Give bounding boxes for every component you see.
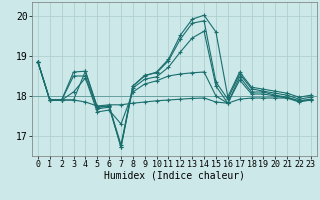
X-axis label: Humidex (Indice chaleur): Humidex (Indice chaleur)	[104, 171, 245, 181]
